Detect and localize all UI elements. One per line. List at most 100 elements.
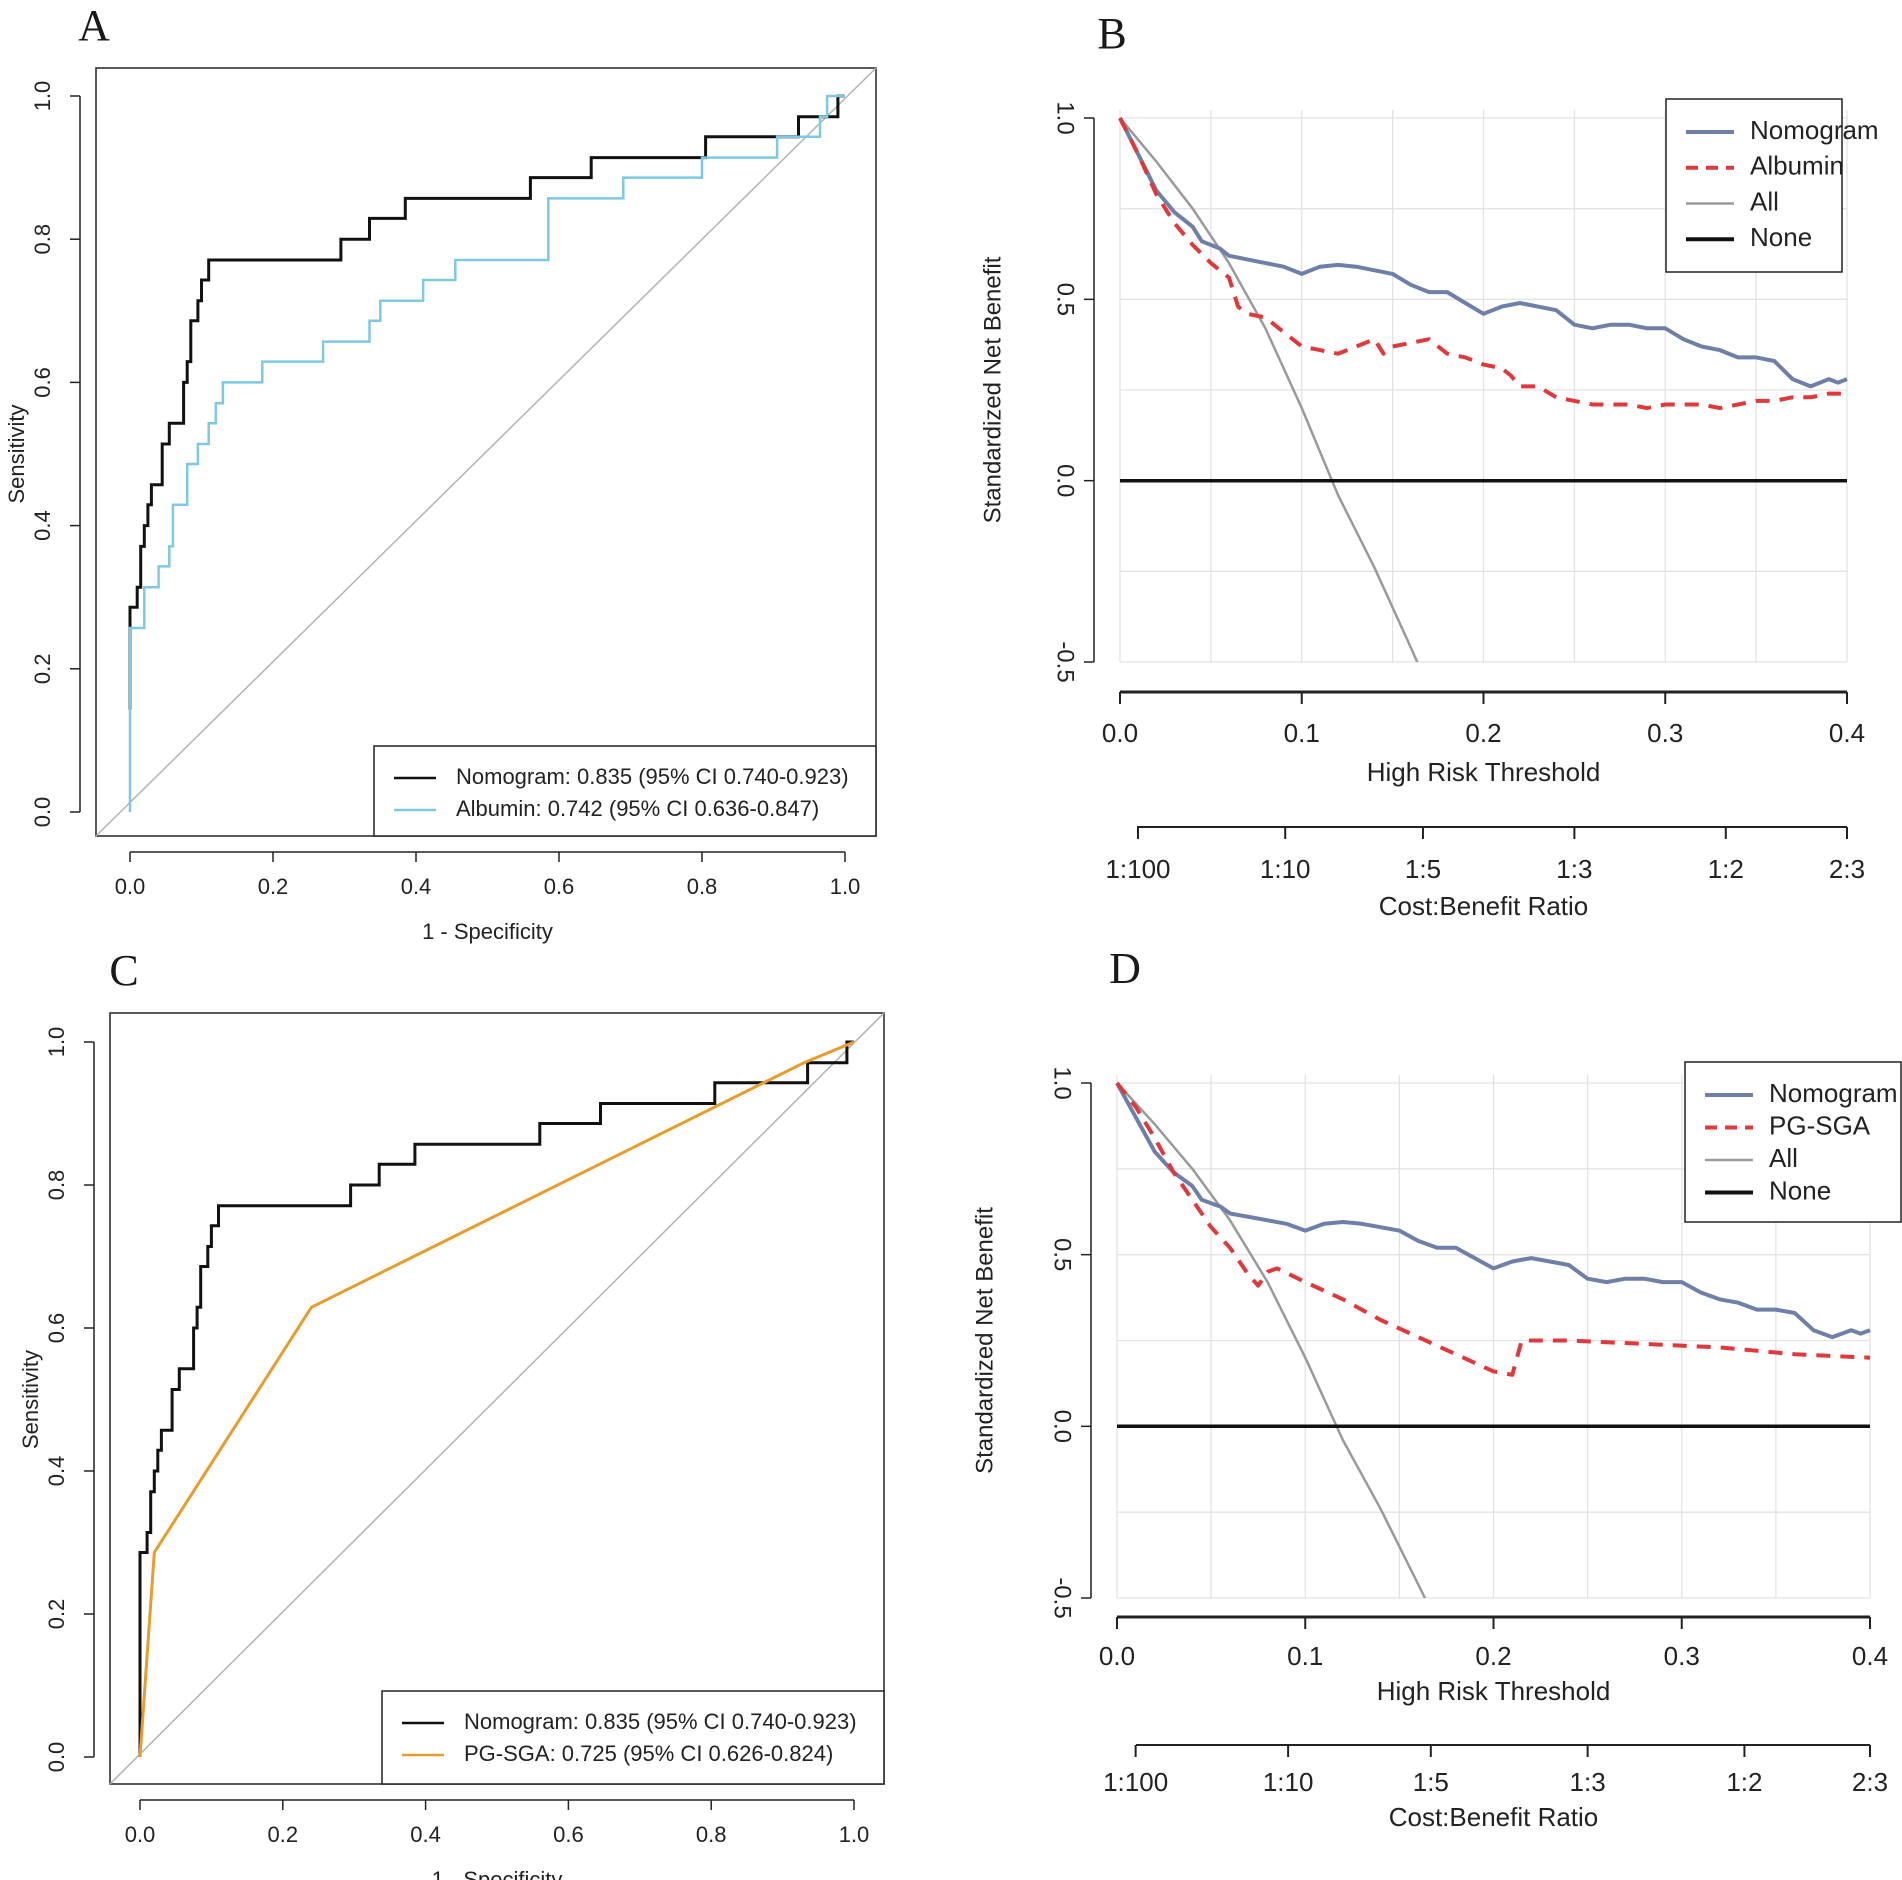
x-tick-label: 1.0: [830, 874, 861, 899]
y-axis-title: Sensitivity: [18, 1350, 43, 1449]
x-tick-label: 0.0: [125, 1822, 156, 1847]
cost-benefit-title: Cost:Benefit Ratio: [1389, 1802, 1599, 1832]
cost-benefit-tick-label: 1:5: [1413, 1767, 1449, 1797]
legend-label: Nomogram: [1750, 115, 1879, 145]
x-tick-label: 0.0: [1102, 718, 1138, 748]
x-tick-label: 0.2: [258, 874, 289, 899]
panel-label: B: [1097, 9, 1126, 58]
x-tick-label: 0.8: [687, 874, 718, 899]
y-tick-label: 1.0: [30, 81, 55, 112]
series-group: [1115, 1081, 1871, 1598]
y-axis: -0.5 0.0 0.5 1.0 Standardized Net Benefit: [979, 101, 1095, 683]
y-tick-label: 0.0: [1052, 464, 1079, 497]
cost-benefit-axis: 1:100 1:10 1:5 1:3 1:2 2:3 Cost:Benefit Ratio: [1105, 826, 1865, 921]
series-all-line: [1119, 117, 1419, 662]
y-tick-label: -0.5: [1049, 1577, 1076, 1618]
legend-label: All: [1750, 186, 1779, 216]
panel-a: A 0.0 0.2 0.4 0.6 0.8 1.0 1 - Specificity 0.0 0.2…: [4, 1, 877, 944]
y-axis-title: Standardized Net Benefit: [971, 1207, 998, 1474]
legend-label: PG-SGA: 0.725 (95% CI 0.626-0.824): [464, 1741, 833, 1766]
cost-benefit-tick-label: 1:2: [1708, 854, 1744, 884]
x-tick-label: 0.0: [115, 874, 146, 899]
legend: Nomogram: 0.835 (95% CI 0.740-0.923) PG-S…: [381, 1690, 885, 1785]
legend: Nomogram: 0.835 (95% CI 0.740-0.923) Albu…: [373, 745, 877, 837]
cost-benefit-axis: 1:100 1:10 1:5 1:3 1:2 2:3 Cost:Benefit Ratio: [1103, 1744, 1888, 1832]
cost-benefit-tick-label: 1:3: [1556, 854, 1592, 884]
x-tick-label: 0.4: [1829, 718, 1865, 748]
series-pg-sga-line: [1115, 1081, 1871, 1377]
y-tick-label: 0.6: [44, 1313, 69, 1344]
legend-box: [1684, 1061, 1902, 1223]
series-pg-sga-line: [138, 1040, 855, 1758]
legend-box: [373, 745, 877, 837]
x-tick-label: 0.3: [1664, 1641, 1700, 1671]
cost-benefit-title: Cost:Benefit Ratio: [1379, 891, 1589, 921]
x-tick-label: 0.3: [1647, 718, 1683, 748]
x-tick-label: 0.1: [1284, 718, 1320, 748]
x-tick-label: 0.2: [268, 1822, 299, 1847]
series-nomogram-line: [1115, 1082, 1871, 1340]
x-axis-title: 1 - Specificity: [422, 919, 553, 944]
series-all-line: [1116, 1082, 1427, 1598]
legend-label: Nomogram: 0.835 (95% CI 0.740-0.923): [456, 764, 849, 789]
series-group: [1118, 117, 1848, 662]
y-tick-label: 0.8: [44, 1170, 69, 1201]
y-tick-label: 0.5: [1049, 1238, 1076, 1271]
y-tick-label: -0.5: [1052, 641, 1079, 682]
series-albumin-line: [128, 94, 845, 812]
legend-label: Nomogram: 0.835 (95% CI 0.740-0.923): [464, 1709, 857, 1734]
y-tick-label: 0.0: [1049, 1410, 1076, 1443]
x-axis: 0.0 0.2 0.4 0.6 0.8 1.0 1 - Specificity: [125, 1799, 870, 1880]
y-tick-label: 0.2: [44, 1599, 69, 1630]
y-tick-label: 0.4: [44, 1456, 69, 1487]
x-tick-label: 0.4: [1852, 1641, 1888, 1671]
series-nomogram-line: [1118, 117, 1848, 389]
cost-benefit-tick-label: 1:2: [1726, 1767, 1762, 1797]
reference-diagonal: [95, 67, 877, 837]
cost-benefit-tick-label: 1:3: [1570, 1767, 1606, 1797]
panel-label: C: [109, 946, 138, 995]
panel-label: A: [78, 1, 110, 50]
x-tick-label: 0.1: [1287, 1641, 1323, 1671]
cost-benefit-tick-label: 1:5: [1405, 854, 1441, 884]
legend: Nomogram Albumin All None: [1665, 98, 1879, 273]
y-tick-label: 1.0: [1049, 1066, 1076, 1099]
y-tick-label: 0.0: [30, 797, 55, 828]
y-tick-label: 0.6: [30, 367, 55, 398]
cost-benefit-tick-label: 1:10: [1260, 854, 1311, 884]
x-tick-label: 0.6: [553, 1822, 584, 1847]
cost-benefit-tick-label: 1:100: [1103, 1767, 1168, 1797]
reference-diagonal: [109, 1012, 885, 1785]
x-axis-title: High Risk Threshold: [1377, 1676, 1611, 1706]
y-axis: -0.5 0.0 0.5 1.0 Standardized Net Benefit: [971, 1066, 1092, 1619]
x-tick-label: 0.0: [1099, 1641, 1135, 1671]
legend-label: All: [1769, 1143, 1798, 1173]
y-axis: 0.0 0.2 0.4 0.6 0.8 1.0 Sensitivity: [18, 1027, 95, 1773]
legend-label: None: [1769, 1175, 1831, 1205]
y-tick-label: 0.2: [30, 654, 55, 685]
panel-b: B -0.5 0.0 0.5 1.0 Standardized Net Benefit 0.…: [979, 9, 1878, 921]
legend-label: None: [1750, 222, 1812, 252]
series-nomogram-line: [128, 94, 845, 710]
x-tick-label: 1.0: [839, 1822, 870, 1847]
cost-benefit-tick-label: 2:3: [1852, 1767, 1888, 1797]
y-tick-label: 0.0: [44, 1742, 69, 1773]
x-axis: 0.0 0.1 0.2 0.3 0.4 High Risk Threshold: [1102, 690, 1865, 787]
y-tick-label: 1.0: [1052, 101, 1079, 134]
x-tick-label: 0.2: [1465, 718, 1501, 748]
x-axis: 0.0 0.1 0.2 0.3 0.4 High Risk Threshold: [1099, 1615, 1888, 1706]
y-axis-title: Sensitivity: [4, 404, 29, 503]
x-axis-title: 1 - Specificity: [432, 1867, 563, 1880]
x-axis-title: High Risk Threshold: [1367, 757, 1601, 787]
legend-label: PG-SGA: [1769, 1110, 1871, 1140]
x-axis: 0.0 0.2 0.4 0.6 0.8 1.0 1 - Specificity: [115, 851, 861, 944]
cost-benefit-tick-label: 1:10: [1263, 1767, 1314, 1797]
legend-label: Albumin: 0.742 (95% CI 0.636-0.847): [456, 796, 819, 821]
y-tick-label: 0.8: [30, 224, 55, 255]
series-nomogram-line: [138, 1040, 854, 1757]
y-tick-label: 0.4: [30, 510, 55, 541]
panel-c: C 0.0 0.2 0.4 0.6 0.8 1.0 1 - Specificity 0.0 0.2…: [18, 946, 885, 1880]
x-tick-label: 0.2: [1475, 1641, 1511, 1671]
cost-benefit-tick-label: 1:100: [1105, 854, 1170, 884]
